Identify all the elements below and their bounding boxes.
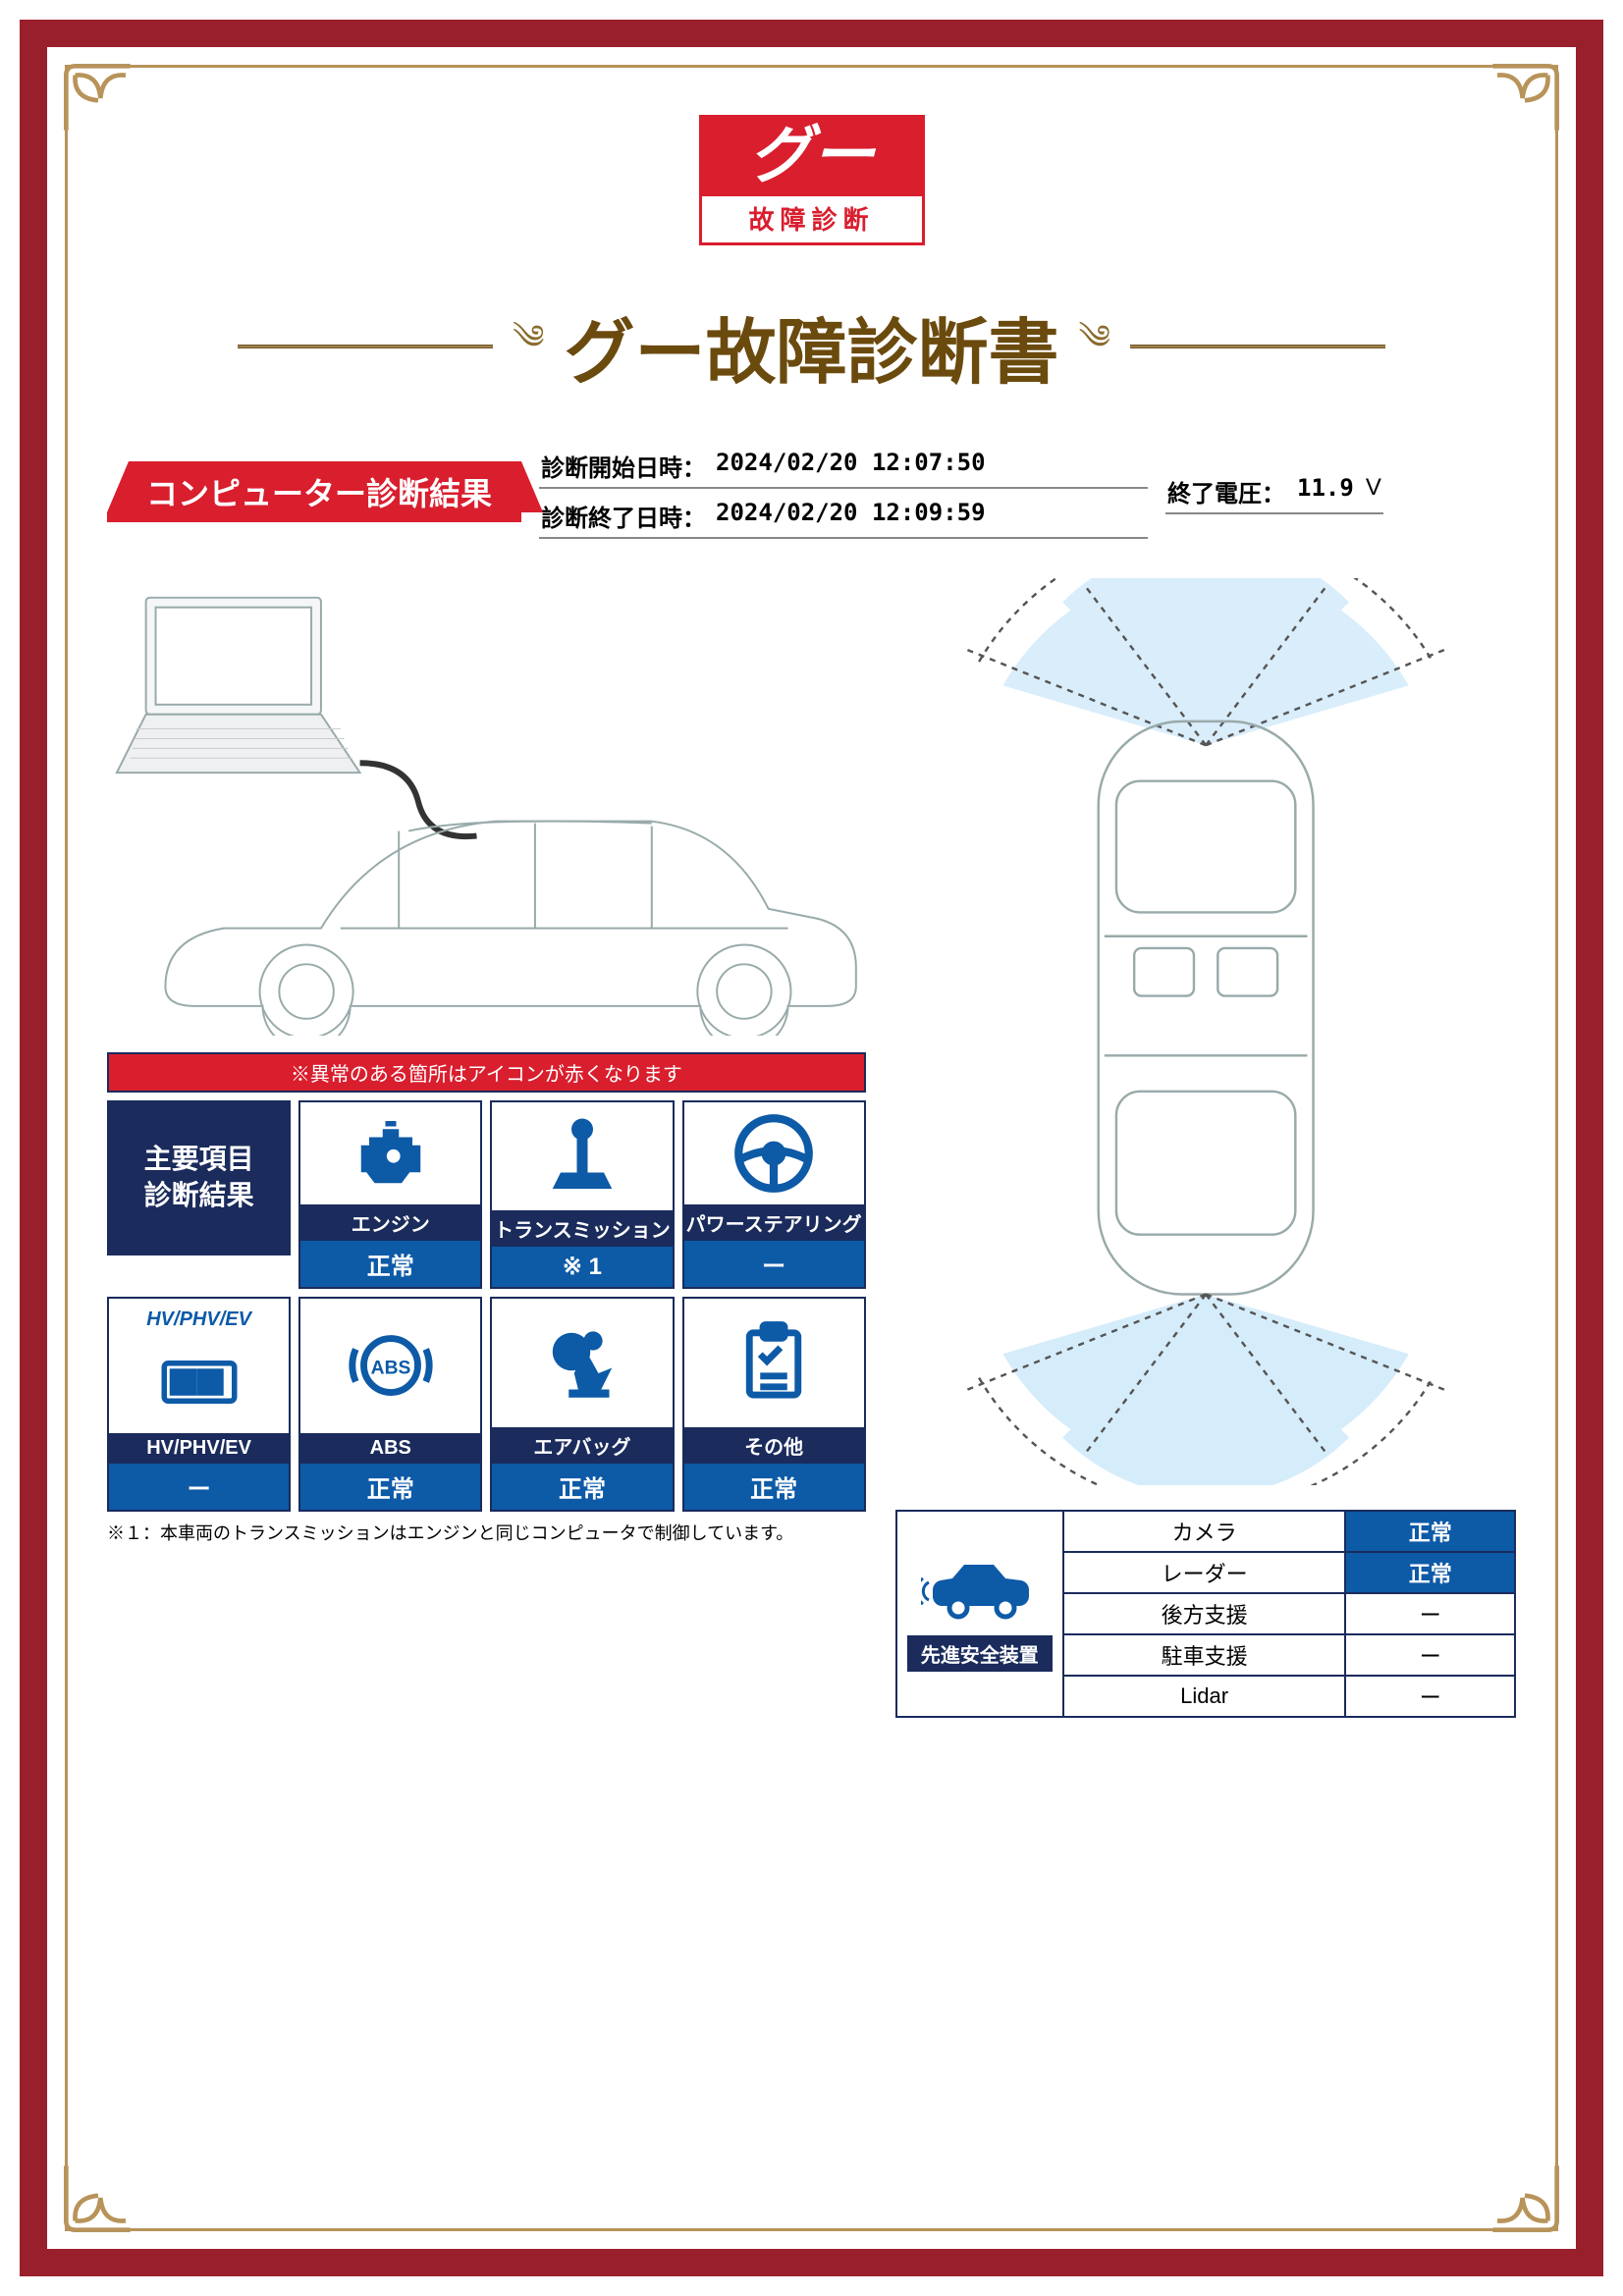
- end-time-label: 診断終了日時：: [541, 499, 706, 533]
- flourish-right-icon: ༄: [1079, 299, 1110, 394]
- transmission-label: トランスミッション: [492, 1210, 672, 1247]
- cell-engine: エンジン 正常: [298, 1100, 482, 1289]
- svg-text:ABS: ABS: [370, 1358, 410, 1378]
- flourish-left-icon: ༄: [513, 299, 544, 394]
- cell-airbag: エアバッグ 正常: [490, 1297, 674, 1512]
- battery-icon: [109, 1331, 289, 1433]
- start-time-value: 2024/02/20 12:07:50: [716, 449, 986, 483]
- document-title-row: ༄ グー故障診断書 ༄: [107, 294, 1516, 398]
- hv-status: ー: [109, 1464, 289, 1510]
- certificate-inner: グー 故障診断 ༄ グー故障診断書 ༄ コンピューター診断結果 診断開始日時： …: [65, 65, 1558, 2231]
- cell-abs: ABS ABS 正常: [298, 1297, 482, 1512]
- powersteering-status: ー: [684, 1241, 864, 1287]
- airbag-label: エアバッグ: [492, 1427, 672, 1464]
- voltage-unit: V: [1366, 474, 1381, 508]
- safety-row-status: 正常: [1345, 1511, 1515, 1552]
- cell-powersteering: パワーステアリング ー: [682, 1100, 866, 1289]
- transmission-icon: [492, 1102, 672, 1210]
- safety-row-status: ー: [1345, 1593, 1515, 1634]
- hv-label: HV/PHV/EV: [109, 1433, 289, 1464]
- engine-icon: [300, 1102, 480, 1204]
- diagnostic-grid: 主要項目 診断結果 エンジン 正常 トランスミッション ※ 1: [107, 1100, 866, 1512]
- safety-row-status: ー: [1345, 1676, 1515, 1717]
- laptop-car-diagram-icon: [107, 578, 866, 1036]
- end-time-value: 2024/02/20 12:09:59: [716, 499, 986, 533]
- powersteering-label: パワーステアリング: [684, 1204, 864, 1241]
- safety-head-label: 先進安全装置: [907, 1635, 1053, 1672]
- section-heading: コンピューター診断結果: [107, 461, 521, 522]
- safety-row-label: 駐車支援: [1063, 1634, 1346, 1676]
- engine-status: 正常: [300, 1241, 480, 1287]
- airbag-status: 正常: [492, 1464, 672, 1510]
- other-label: その他: [684, 1427, 864, 1464]
- abs-status: 正常: [300, 1464, 480, 1510]
- corner-ornament-icon: [1490, 2163, 1559, 2232]
- other-status: 正常: [684, 1464, 864, 1510]
- logo-bottom-text: 故障診断: [702, 196, 922, 242]
- cell-other: その他 正常: [682, 1297, 866, 1512]
- safety-row-label: カメラ: [1063, 1511, 1346, 1552]
- abs-label: ABS: [300, 1433, 480, 1464]
- grid-head-main: 主要項目 診断結果: [107, 1100, 291, 1255]
- steering-wheel-icon: [684, 1102, 864, 1204]
- brand-logo: グー 故障診断: [699, 115, 925, 245]
- airbag-icon: [492, 1299, 672, 1427]
- cell-hv: HV/PHV/EV HV/PHV/EV ー: [107, 1297, 291, 1512]
- corner-ornament-icon: [64, 2163, 133, 2232]
- abs-icon: ABS: [300, 1299, 480, 1433]
- safety-row-label: レーダー: [1063, 1552, 1346, 1593]
- car-top-sensors-icon: [895, 578, 1516, 1485]
- footnote-text: ※１：本車両のトランスミッションはエンジンと同じコンピュータで制御しています。: [107, 1520, 866, 1545]
- corner-ornament-icon: [64, 64, 133, 133]
- voltage-value: 11.9: [1297, 474, 1354, 508]
- start-time-label: 診断開始日時：: [541, 449, 706, 483]
- voltage-label: 終了電圧：: [1167, 474, 1285, 508]
- safety-row-status: 正常: [1345, 1552, 1515, 1593]
- engine-label: エンジン: [300, 1204, 480, 1241]
- safety-row-label: 後方支援: [1063, 1593, 1346, 1634]
- corner-ornament-icon: [1490, 64, 1559, 133]
- transmission-status: ※ 1: [492, 1247, 672, 1287]
- safety-row-label: Lidar: [1063, 1676, 1346, 1717]
- logo-top-text: グー: [702, 118, 922, 196]
- clipboard-icon: [684, 1299, 864, 1427]
- hv-icon-text: HV/PHV/EV: [109, 1299, 289, 1331]
- safety-row-status: ー: [1345, 1634, 1515, 1676]
- safety-table: 先進安全装置 カメラ 正常 レーダー正常 後方支援ー 駐車支援ー Lidarー: [895, 1510, 1516, 1718]
- cell-transmission: トランスミッション ※ 1: [490, 1100, 674, 1289]
- car-mini-icon: [907, 1557, 1053, 1631]
- document-title: グー故障診断書: [564, 294, 1058, 398]
- icon-grid-banner: ※異常のある箇所はアイコンが赤くなります: [107, 1052, 866, 1093]
